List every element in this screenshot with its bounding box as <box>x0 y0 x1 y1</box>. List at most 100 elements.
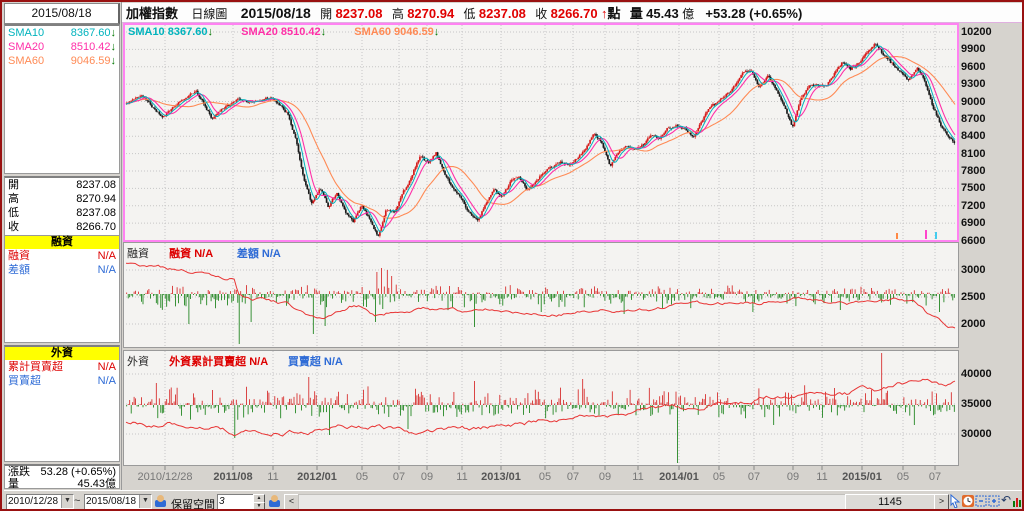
margin-legend-red: 融資 N/A <box>169 248 213 260</box>
y-axis-label: 9000 <box>961 95 986 108</box>
y-axis-label: 7800 <box>961 165 986 177</box>
header-low-label: 低 <box>463 7 476 21</box>
date-from-select[interactable]: 2010/12/28 ▼ <box>6 494 74 509</box>
margin-section-header: 融資 <box>5 235 119 249</box>
open-row: 開 8237.08 <box>5 178 119 192</box>
foreign-net-value: N/A <box>97 375 116 387</box>
x-axis-label: 2014/01 <box>659 471 699 483</box>
main-chart-panel[interactable] <box>123 23 959 242</box>
sma10-row: SMA10 8367.60↓ <box>5 26 119 40</box>
current-date-box: 2015/08/18 <box>4 3 120 24</box>
x-axis-label: 05 <box>355 471 369 483</box>
x-axis-label: 11 <box>456 471 468 483</box>
scroll-right-button[interactable]: > <box>934 494 949 509</box>
down-arrow-icon: ↓ <box>207 26 214 38</box>
zoom-in-icon[interactable] <box>988 494 1000 508</box>
y-axis-label: 7200 <box>961 199 986 212</box>
header-open-label: 開 <box>320 7 333 21</box>
down-arrow-icon: ↓ <box>433 26 440 38</box>
low-label: 低 <box>8 207 19 219</box>
low-value: 8237.08 <box>76 207 116 219</box>
margin-panel-title: 融資 <box>127 248 149 260</box>
down-arrow-icon: ↓ <box>110 41 117 53</box>
y-axis-label: 3000 <box>961 264 986 276</box>
margin-label: 融資 <box>8 250 30 262</box>
date-to-select[interactable]: 2015/08/18 ▼ <box>84 494 152 509</box>
legend-sma10: SMA10 8367.60 <box>128 26 208 38</box>
y-axis-label: 9900 <box>961 43 986 56</box>
open-label: 開 <box>8 179 19 191</box>
sidebar-foreign-panel: 外資 累計買賣超 N/A 買賣超 N/A <box>4 345 120 462</box>
header-close-value: 8266.70 <box>550 6 598 21</box>
header-date: 2015/08/18 <box>240 5 311 21</box>
header-low-value: 8237.08 <box>478 6 526 21</box>
y-axis-label: 6900 <box>961 217 986 230</box>
header-vol-label: 量 <box>629 6 643 21</box>
undo-icon[interactable]: ↶ <box>1001 493 1012 507</box>
sma20-label: SMA20 <box>8 41 45 53</box>
margin-diff-label: 差額 <box>8 264 30 276</box>
x-axis-label: 05 <box>896 471 910 483</box>
clock-icon[interactable] <box>962 494 974 508</box>
scrollbar-track[interactable] <box>298 494 847 509</box>
margin-row: 融資 N/A <box>5 249 119 263</box>
main-chart-legend: SMA10 8367.60↓ SMA20 8510.42↓ SMA60 9046… <box>128 26 439 38</box>
x-axis-label: 09 <box>598 471 612 483</box>
sma20-value: 8510.42↓ <box>70 41 117 53</box>
x-axis-label: 09 <box>786 471 800 483</box>
x-axis-label: 2015/01 <box>842 471 882 483</box>
sma60-row: SMA60 9046.59↓ <box>5 54 119 68</box>
x-axis-label: 2010/12/28 <box>137 471 193 483</box>
volume-value: 45.43億 <box>77 478 116 490</box>
margin-diff-value: N/A <box>97 264 116 276</box>
y-axis-label: 35000 <box>961 398 992 410</box>
scroll-left-button[interactable]: < <box>284 494 299 509</box>
y-axis-label: 9300 <box>961 78 986 91</box>
header-high-value: 8270.94 <box>407 6 455 21</box>
reserve-space-input[interactable]: 3 <box>217 494 256 509</box>
sidebar-quote-panel: 開 8237.08 高 8270.94 低 8237.08 收 8266.70 … <box>4 176 120 343</box>
current-date: 2015/08/18 <box>31 6 92 20</box>
x-axis-label: 11 <box>632 471 644 483</box>
chart-icon[interactable] <box>1012 494 1022 508</box>
spinner-down-button[interactable]: ▼ <box>253 502 265 509</box>
quote-header-bar: 加權指數 日線圖 2015/08/18 開 8237.08 高 8270.94 … <box>122 3 1022 23</box>
y-axis-label: 9600 <box>961 60 986 73</box>
foreign-panel-title: 外資 <box>127 356 149 368</box>
scrollbar-thumb-count[interactable]: 1145 <box>845 494 935 509</box>
x-tick-marks <box>164 466 936 470</box>
y-axis-label: 8400 <box>961 130 986 143</box>
x-axis-label: 2013/01 <box>481 471 521 483</box>
header-high-label: 高 <box>391 7 404 21</box>
foreign-chart-legend: 外資 外資累計買賣超 N/A 買賣超 N/A <box>127 353 343 369</box>
zoom-out-icon[interactable] <box>975 494 987 508</box>
sma10-label: SMA10 <box>8 27 45 39</box>
change-value: 53.28 (+0.65%) <box>40 466 116 478</box>
low-row: 低 8237.08 <box>5 206 119 220</box>
x-axis-label: 09 <box>420 471 434 483</box>
period-label[interactable]: 日線圖 <box>191 7 228 21</box>
tilde-label: ~ <box>74 495 81 507</box>
header-close-label: 收 <box>535 7 548 21</box>
header-vol-value: 45.43 <box>646 6 679 21</box>
foreign-cum-row: 累計買賣超 N/A <box>5 360 119 374</box>
pointer-icon[interactable] <box>949 493 961 509</box>
x-axis-label: 05 <box>712 471 726 483</box>
chevron-down-icon[interactable]: ▼ <box>61 495 73 508</box>
high-row: 高 8270.94 <box>5 192 119 206</box>
close-label: 收 <box>8 221 19 233</box>
chevron-down-icon[interactable]: ▼ <box>139 495 151 508</box>
x-axis-label: 11 <box>816 471 828 483</box>
x-axis-label: 07 <box>747 471 761 483</box>
user-icon[interactable] <box>154 494 167 508</box>
open-value: 8237.08 <box>76 179 116 191</box>
user-icon[interactable] <box>268 494 281 508</box>
point-label: 點 <box>607 6 621 21</box>
down-arrow-icon: ↓ <box>320 26 327 38</box>
y-axis-label: 8700 <box>961 112 986 125</box>
sma60-label: SMA60 <box>8 55 45 67</box>
x-axis-label: 07 <box>566 471 580 483</box>
close-value: 8266.70 <box>76 221 116 233</box>
up-arrow-icon: ↑ <box>600 6 608 21</box>
